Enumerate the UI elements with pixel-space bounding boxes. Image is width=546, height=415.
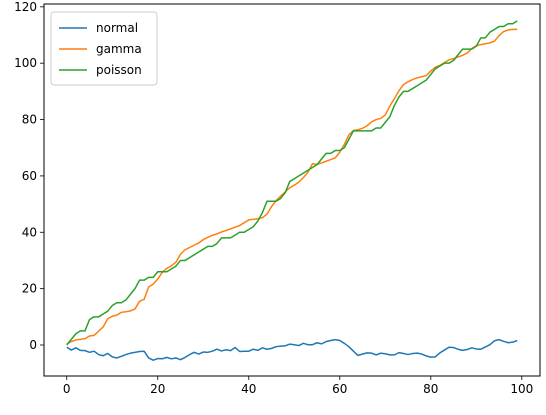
y-tick-label: 120	[14, 0, 37, 14]
y-tick-label: 80	[22, 113, 37, 127]
x-tick-label: 100	[510, 382, 533, 396]
y-tick-label: 20	[22, 282, 37, 296]
x-axis: 0 20 40 60 80 100	[63, 376, 533, 396]
x-tick-label: 80	[423, 382, 438, 396]
legend: normal gamma poisson	[50, 11, 158, 86]
series-layer	[66, 20, 518, 361]
y-tick-label: 0	[29, 338, 37, 352]
legend-box	[50, 11, 158, 86]
y-tick-label: 60	[22, 169, 37, 183]
legend-label-gamma: gamma	[96, 42, 142, 56]
y-tick-label: 40	[22, 225, 37, 239]
legend-label-poisson: poisson	[96, 63, 142, 77]
x-tick-label: 0	[63, 382, 71, 396]
series-line-normal	[66, 338, 518, 361]
legend-label-normal: normal	[96, 21, 138, 35]
x-tick-label: 40	[241, 382, 256, 396]
series-line-poisson	[66, 20, 518, 346]
x-tick-label: 60	[332, 382, 347, 396]
x-tick-label: 20	[150, 382, 165, 396]
axes-frame	[43, 3, 541, 377]
y-tick-label: 100	[14, 56, 37, 70]
y-axis: 0 20 40 60 80 100 120	[14, 0, 44, 352]
